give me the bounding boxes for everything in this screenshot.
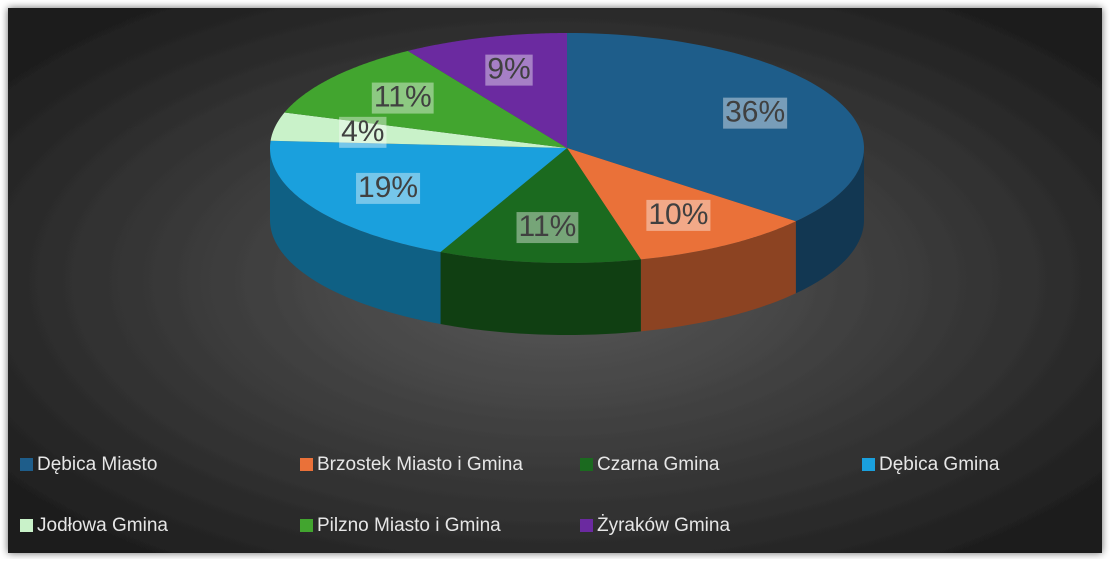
data-label-box	[646, 199, 711, 231]
data-label-box	[371, 82, 434, 114]
legend-label: Żyraków Gmina	[597, 515, 730, 536]
legend-label: Brzostek Miasto i Gmina	[317, 454, 523, 475]
slice	[440, 148, 641, 263]
data-label: 9%	[487, 53, 530, 86]
legend-label: Jodłowa Gmina	[37, 515, 168, 536]
slice-side	[270, 148, 441, 325]
slice-side	[795, 148, 864, 294]
legend-swatch	[580, 519, 593, 532]
data-label-box	[356, 172, 421, 204]
data-label-box	[516, 212, 579, 244]
slice	[270, 140, 567, 253]
data-label-box	[723, 97, 788, 129]
legend-swatch	[20, 458, 33, 471]
slice	[284, 50, 567, 148]
data-label: 19%	[358, 171, 418, 204]
legend-label: Czarna Gmina	[597, 454, 720, 475]
slice	[407, 33, 567, 148]
legend-label: Pilzno Miasto i Gmina	[317, 515, 501, 536]
data-label: 36%	[725, 96, 785, 129]
data-label: 11%	[519, 210, 577, 243]
legend-label: Dębica Gmina	[879, 454, 1000, 475]
data-label-box	[485, 54, 533, 86]
slice-side	[640, 221, 796, 332]
legend-swatch	[300, 519, 313, 532]
data-label-box	[339, 116, 387, 148]
slice-side	[440, 252, 641, 335]
slice	[567, 33, 864, 222]
data-label: 11%	[374, 81, 432, 114]
slice	[270, 112, 567, 148]
legend-label: Dębica Miasto	[37, 454, 157, 475]
data-label: 10%	[648, 198, 708, 231]
legend-swatch	[300, 458, 313, 471]
legend-swatch	[580, 458, 593, 471]
legend-swatch	[20, 519, 33, 532]
slice	[567, 148, 796, 260]
legend-swatch	[862, 458, 875, 471]
data-label: 4%	[341, 115, 384, 148]
